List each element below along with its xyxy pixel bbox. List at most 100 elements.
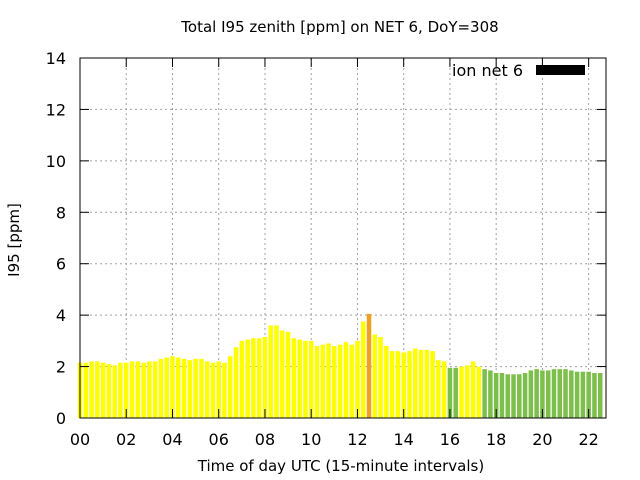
bar	[141, 362, 146, 418]
bar	[118, 362, 123, 418]
bar	[378, 337, 383, 418]
bar	[181, 358, 187, 418]
bar	[129, 361, 135, 418]
bar	[187, 360, 193, 418]
bar	[401, 352, 406, 418]
x-tick-label: 22	[578, 430, 598, 449]
bar	[418, 349, 424, 418]
bar	[285, 331, 291, 418]
bar	[343, 342, 349, 418]
bar	[280, 330, 285, 418]
bar	[534, 369, 539, 418]
legend-label: ion net 6	[452, 61, 523, 80]
bar	[100, 362, 106, 418]
bar	[222, 362, 227, 418]
bar	[459, 366, 464, 418]
x-tick-label: 20	[532, 430, 552, 449]
y-tick-label: 10	[46, 152, 66, 171]
bar	[551, 369, 557, 418]
bar	[389, 351, 395, 418]
bar	[355, 340, 360, 418]
bar	[592, 373, 597, 418]
bar	[95, 361, 100, 418]
bar	[522, 373, 528, 418]
bar	[563, 369, 568, 418]
legend-swatch	[536, 65, 585, 75]
bar	[291, 338, 297, 418]
y-tick-label: 4	[56, 306, 66, 325]
bar	[488, 370, 493, 418]
bar	[164, 357, 169, 418]
y-tick-label: 12	[46, 100, 66, 119]
bar	[540, 370, 545, 418]
x-tick-label: 16	[440, 430, 460, 449]
bar	[441, 361, 447, 418]
bar	[170, 356, 175, 418]
bar	[147, 361, 152, 418]
bar	[210, 362, 216, 418]
bar	[586, 371, 591, 418]
x-tick-label: 10	[301, 430, 321, 449]
bar	[245, 339, 250, 418]
bar	[545, 370, 551, 418]
bar	[199, 358, 204, 418]
bar	[83, 362, 89, 418]
bar	[476, 366, 482, 418]
bar	[204, 361, 210, 418]
x-tick-label: 02	[116, 430, 136, 449]
bar	[326, 343, 331, 418]
y-tick-label: 6	[56, 255, 66, 274]
bar	[569, 370, 574, 418]
y-tick-label: 14	[46, 49, 66, 68]
bar	[314, 346, 320, 418]
bar	[106, 364, 112, 418]
bar	[89, 361, 94, 418]
bar	[407, 351, 412, 418]
x-tick-label: 14	[394, 430, 414, 449]
bar	[574, 371, 580, 418]
x-tick-label: 00	[70, 430, 90, 449]
bar	[297, 339, 302, 418]
bar	[349, 344, 354, 418]
bar	[135, 361, 141, 418]
bar	[436, 360, 441, 418]
bar	[158, 358, 164, 418]
bar	[430, 351, 435, 418]
bar	[580, 371, 586, 418]
y-tick-labels: 0 2 4 6 8 10 12 14	[46, 49, 66, 428]
bar	[424, 349, 430, 418]
bars	[77, 313, 603, 418]
bar	[337, 344, 343, 418]
x-tick-label: 08	[255, 430, 275, 449]
bar	[262, 337, 268, 418]
plot-frame	[79, 57, 607, 419]
bar	[517, 374, 522, 418]
y-tick-label: 0	[56, 409, 66, 428]
bar	[152, 361, 158, 418]
bar	[320, 344, 326, 418]
bar	[395, 351, 401, 418]
bar	[372, 334, 378, 418]
bar	[251, 338, 256, 418]
bar	[505, 374, 510, 418]
bar	[465, 365, 470, 418]
x-tick-label: 12	[347, 430, 367, 449]
bar	[528, 370, 534, 418]
bar	[413, 348, 418, 418]
bar	[482, 369, 487, 418]
bar	[332, 346, 337, 418]
bar	[256, 338, 262, 418]
bar	[597, 373, 603, 418]
bar	[499, 373, 505, 418]
chart-title: Total I95 zenith [ppm] on NET 6, DoY=308	[180, 18, 498, 36]
bar	[453, 367, 458, 418]
bar	[303, 340, 308, 418]
bar	[470, 361, 476, 418]
bar	[557, 369, 563, 418]
bar	[308, 340, 314, 418]
bar	[493, 373, 499, 418]
y-tick-label: 8	[56, 203, 66, 222]
bar	[112, 365, 117, 418]
bar	[274, 325, 279, 418]
